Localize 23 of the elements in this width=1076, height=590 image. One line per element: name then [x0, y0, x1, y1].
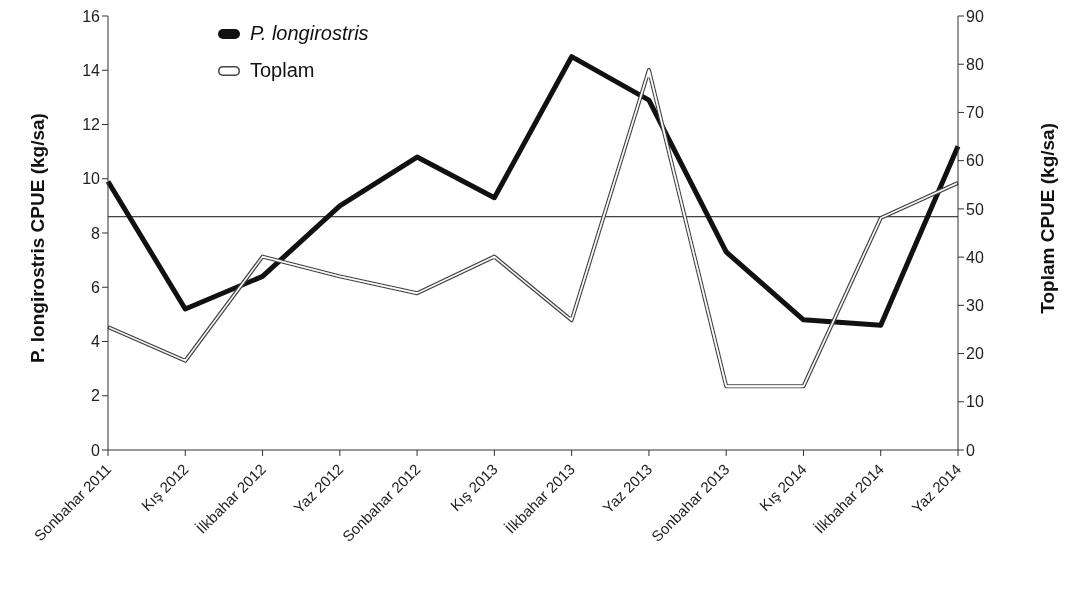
y-tick-label: 2 [91, 387, 101, 405]
legend-label: Toplam [250, 59, 315, 82]
y-tick-label: 6 [91, 278, 101, 296]
y2-tick-label: 10 [966, 393, 984, 411]
y-tick-label: 10 [82, 170, 101, 188]
y2-tick-label: 90 [966, 7, 984, 25]
y2-tick-label: 50 [966, 200, 984, 218]
y-tick-label: 0 [91, 441, 101, 459]
y-tick-label: 8 [91, 224, 101, 242]
y-tick-label: 4 [91, 333, 101, 351]
legend-label: P. longirostris [250, 22, 369, 45]
y2-axis-title: Toplam CPUE (kg/sa) [1036, 123, 1058, 314]
y-tick-label: 16 [82, 7, 101, 25]
y2-tick-label: 40 [966, 248, 984, 266]
y2-tick-label: 30 [966, 297, 984, 315]
y-tick-label: 14 [82, 61, 101, 79]
y2-tick-label: 60 [966, 152, 984, 170]
y-tick-label: 12 [82, 116, 101, 134]
y2-tick-label: 70 [966, 104, 984, 122]
y2-tick-label: 80 [966, 55, 984, 73]
y-axis-title: P. longirostris CPUE (kg/sa) [26, 113, 48, 363]
y2-tick-label: 0 [966, 441, 975, 459]
y2-tick-label: 20 [966, 345, 984, 363]
